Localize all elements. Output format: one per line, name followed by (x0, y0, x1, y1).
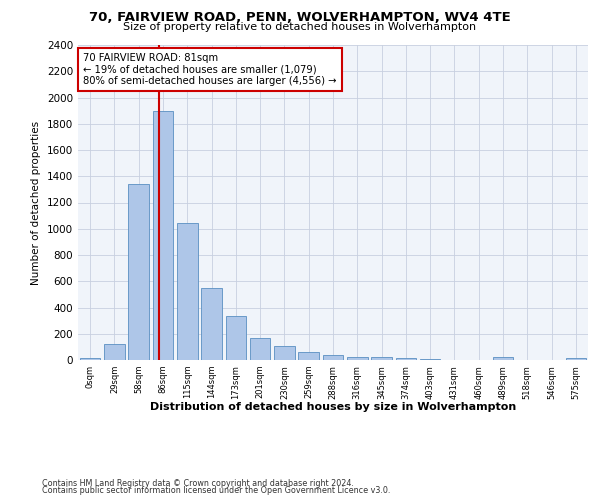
Text: Distribution of detached houses by size in Wolverhampton: Distribution of detached houses by size … (150, 402, 516, 412)
Bar (298, 352, 319, 360)
Bar (128, 184, 149, 360)
Bar (323, 356, 343, 360)
Text: 70 FAIRVIEW ROAD: 81sqm
← 19% of detached houses are smaller (1,079)
80% of semi: 70 FAIRVIEW ROAD: 81sqm ← 19% of detache… (83, 53, 337, 86)
Y-axis label: Number of detached properties: Number of detached properties (31, 120, 41, 284)
Bar (104, 344, 125, 360)
Bar (493, 358, 514, 360)
Bar (250, 338, 271, 360)
Text: Contains HM Land Registry data © Crown copyright and database right 2024.: Contains HM Land Registry data © Crown c… (42, 478, 354, 488)
Bar (566, 358, 586, 360)
Bar (371, 356, 392, 360)
Bar (347, 356, 368, 360)
Bar (395, 358, 416, 360)
Bar (177, 223, 197, 360)
Bar (226, 316, 246, 360)
Bar (274, 346, 295, 360)
Text: Contains public sector information licensed under the Open Government Licence v3: Contains public sector information licen… (42, 486, 391, 495)
Text: Size of property relative to detached houses in Wolverhampton: Size of property relative to detached ho… (124, 22, 476, 32)
Bar (152, 110, 173, 360)
Text: 70, FAIRVIEW ROAD, PENN, WOLVERHAMPTON, WV4 4TE: 70, FAIRVIEW ROAD, PENN, WOLVERHAMPTON, … (89, 11, 511, 24)
Bar (420, 358, 440, 360)
Bar (201, 288, 222, 360)
Bar (80, 358, 100, 360)
